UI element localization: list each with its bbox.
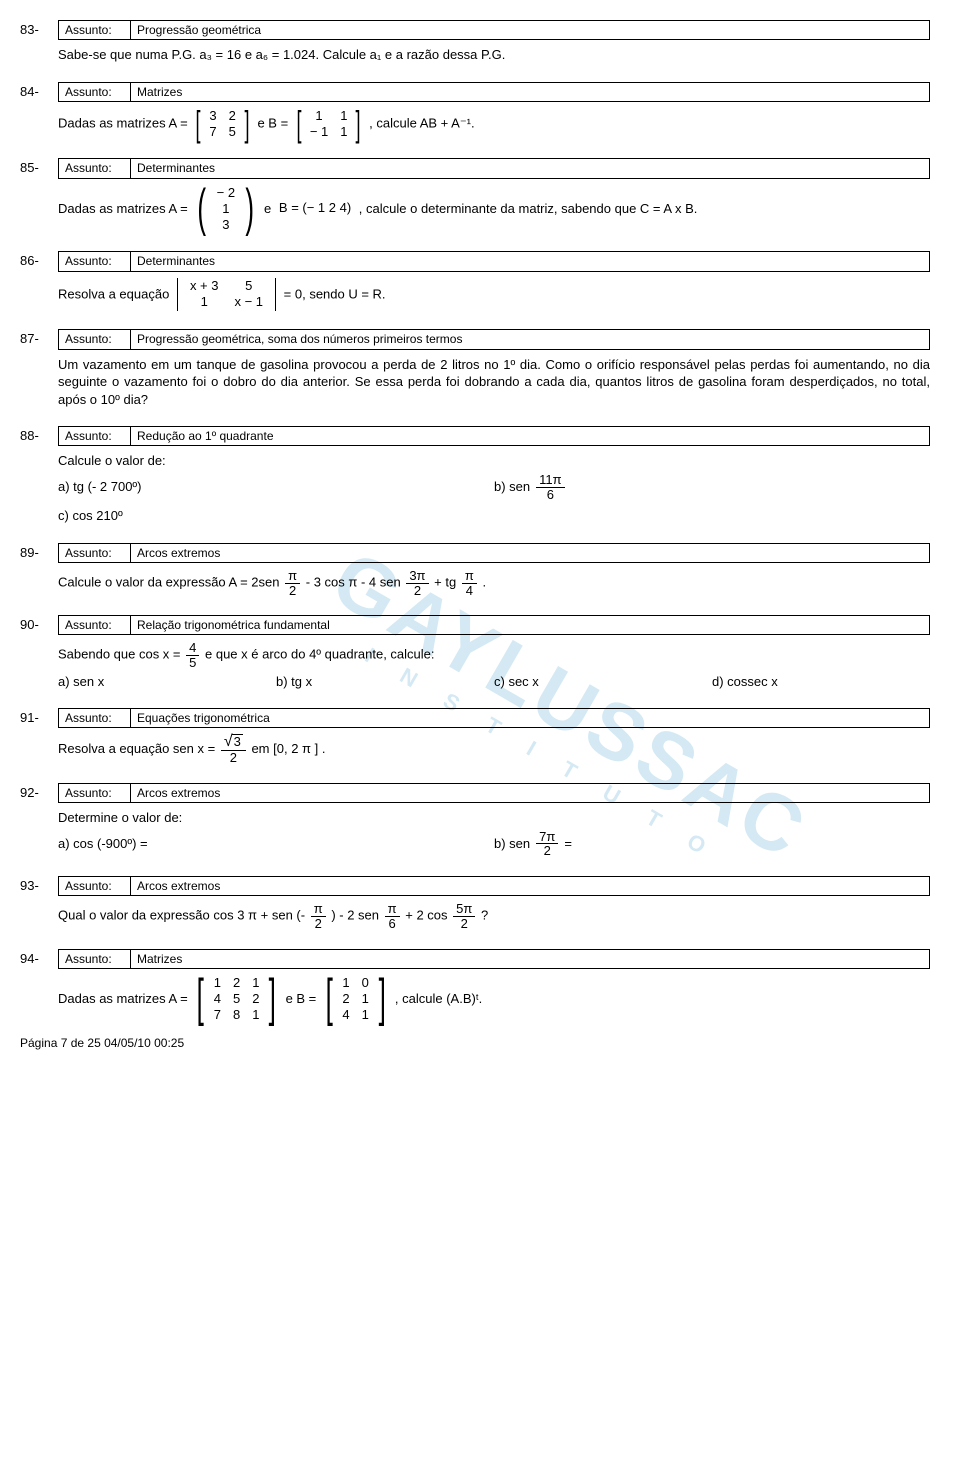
question-94: 94- Assunto: Matrizes Dadas as matrizes … — [20, 949, 930, 1024]
matrix-A: [3275] — [193, 108, 252, 141]
question-text: Resolva a equação sen x = √3 2 em [0, 2 … — [58, 734, 930, 765]
question-number: 90- — [20, 615, 58, 635]
subject-value: Arcos extremos — [130, 876, 930, 896]
question-84: 84- Assunto: Matrizes Dadas as matrizes … — [20, 82, 930, 141]
subject-label: Assunto: — [58, 949, 130, 969]
question-number: 84- — [20, 82, 58, 102]
part-b: b) sen 7π2 = — [494, 830, 930, 858]
question-number: 86- — [20, 251, 58, 271]
matrix-A: [ 121 452 781 ] — [193, 975, 280, 1024]
question-number: 85- — [20, 158, 58, 178]
determinant: x + 351x − 1 — [177, 278, 276, 312]
subject-value: Redução ao 1º quadrante — [130, 426, 930, 446]
question-number: 93- — [20, 876, 58, 896]
subject-value: Arcos extremos — [130, 783, 930, 803]
subject-label: Assunto: — [58, 20, 130, 40]
question-text: Sabendo que cos x = 45 e que x é arco do… — [58, 641, 930, 690]
part-c: c) cos 210º — [58, 507, 930, 525]
question-text: Dadas as matrizes A = (− 213) e B = (− 1… — [58, 185, 930, 234]
part-a: a) tg (- 2 700º) — [58, 473, 494, 501]
question-text: Calcule o valor da expressão A = 2sen π2… — [58, 569, 930, 597]
question-text: Um vazamento em um tanque de gasolina pr… — [58, 356, 930, 409]
question-85: 85- Assunto: Determinantes Dadas as matr… — [20, 158, 930, 233]
subject-label: Assunto: — [58, 426, 130, 446]
matrix-B: [ 10 21 41 ] — [322, 975, 389, 1024]
subject-value: Relação trigonométrica fundamental — [130, 615, 930, 635]
matrix-B: [11− 11] — [294, 108, 364, 141]
question-text: Resolva a equação x + 351x − 1 = 0, send… — [58, 278, 930, 312]
subject-value: Determinantes — [130, 251, 930, 271]
question-text: Qual o valor da expressão cos 3 π + sen … — [58, 902, 930, 930]
question-text: Dadas as matrizes A = [3275] e B = [11− … — [58, 108, 930, 141]
question-number: 87- — [20, 329, 58, 349]
question-text: Sabe-se que numa P.G. a₃ = 16 e a₆ = 1.0… — [58, 46, 930, 64]
subject-value: Equações trigonométrica — [130, 708, 930, 728]
question-number: 94- — [20, 949, 58, 969]
question-number: 83- — [20, 20, 58, 40]
subject-value: Determinantes — [130, 158, 930, 178]
subject-value: Progressão geométrica — [130, 20, 930, 40]
question-90: 90- Assunto: Relação trigonométrica fund… — [20, 615, 930, 690]
part-a: a) cos (-900º) = — [58, 830, 494, 858]
question-89: 89- Assunto: Arcos extremos Calcule o va… — [20, 543, 930, 597]
subject-label: Assunto: — [58, 543, 130, 563]
question-text: Calcule o valor de: a) tg (- 2 700º) b) … — [58, 452, 930, 524]
page-footer: Página 7 de 25 04/05/10 00:25 — [20, 1035, 184, 1051]
question-91: 91- Assunto: Equações trigonométrica Res… — [20, 708, 930, 765]
question-number: 91- — [20, 708, 58, 728]
question-88: 88- Assunto: Redução ao 1º quadrante Cal… — [20, 426, 930, 525]
part-b: b) tg x — [276, 673, 494, 691]
part-c: c) sec x — [494, 673, 712, 691]
part-b: b) sen 11π6 — [494, 473, 930, 501]
question-87: 87- Assunto: Progressão geométrica, soma… — [20, 329, 930, 408]
question-92: 92- Assunto: Arcos extremos Determine o … — [20, 783, 930, 858]
subject-value: Progressão geométrica, soma dos números … — [130, 329, 930, 349]
subject-label: Assunto: — [58, 783, 130, 803]
part-d: d) cossec x — [712, 673, 930, 691]
subject-label: Assunto: — [58, 329, 130, 349]
subject-label: Assunto: — [58, 251, 130, 271]
question-83: 83- Assunto: Progressão geométrica Sabe-… — [20, 20, 930, 64]
part-a: a) sen x — [58, 673, 276, 691]
question-93: 93- Assunto: Arcos extremos Qual o valor… — [20, 876, 930, 930]
question-number: 89- — [20, 543, 58, 563]
question-number: 92- — [20, 783, 58, 803]
subject-value: Arcos extremos — [130, 543, 930, 563]
subject-label: Assunto: — [58, 615, 130, 635]
matrix-A: (− 213) — [193, 185, 258, 234]
subject-label: Assunto: — [58, 158, 130, 178]
subject-label: Assunto: — [58, 876, 130, 896]
subject-label: Assunto: — [58, 708, 130, 728]
question-text: Determine o valor de: a) cos (-900º) = b… — [58, 809, 930, 858]
subject-label: Assunto: — [58, 82, 130, 102]
subject-value: Matrizes — [130, 82, 930, 102]
question-number: 88- — [20, 426, 58, 446]
question-86: 86- Assunto: Determinantes Resolva a equ… — [20, 251, 930, 311]
question-text: Dadas as matrizes A = [ 121 452 781 ] e … — [58, 975, 930, 1024]
subject-value: Matrizes — [130, 949, 930, 969]
